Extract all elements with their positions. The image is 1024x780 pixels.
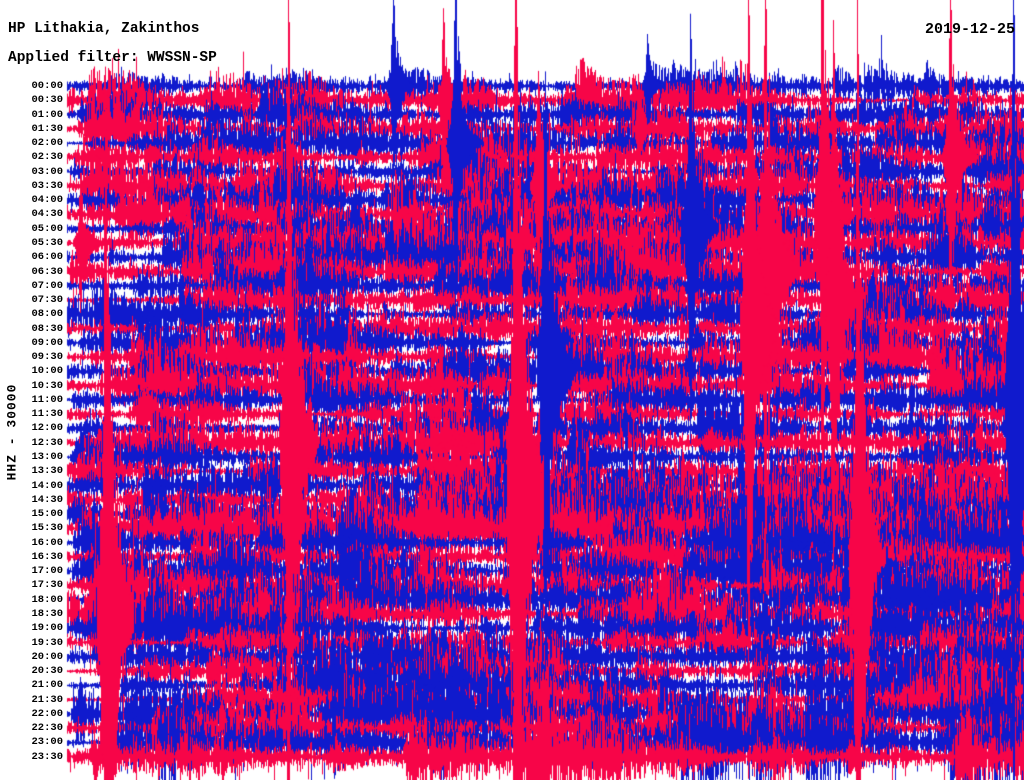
time-label: 01:00 [31,108,63,121]
time-label: 10:00 [31,365,63,378]
time-label: 04:30 [31,208,63,221]
time-label: 05:30 [31,236,63,249]
time-label: 21:30 [31,693,63,706]
time-label: 23:00 [31,736,63,749]
time-label: 12:30 [31,436,63,449]
filter-label: Applied filter: WWSSN-SP [8,50,217,66]
time-label: 07:00 [31,279,63,292]
time-axis: 00:00 00:30 01:00 01:30 02:00 02:30 03:00 03:30… [0,0,64,780]
time-label: 05:00 [31,222,63,235]
time-label: 04:00 [31,193,63,206]
time-label: 23:30 [31,750,63,763]
time-label: 02:00 [31,136,63,149]
time-label: 21:00 [31,679,63,692]
time-label: 18:00 [31,593,63,606]
time-label: 16:00 [31,536,63,549]
time-label: 11:30 [31,407,63,420]
time-label: 17:30 [31,579,63,592]
time-label: 22:00 [31,707,63,720]
time-label: 09:00 [31,336,63,349]
time-label: 17:00 [31,564,63,577]
time-label: 20:00 [31,650,63,663]
time-label: 20:30 [31,664,63,677]
time-label: 03:00 [31,165,63,178]
time-label: 03:30 [31,179,63,192]
time-label: 08:30 [31,322,63,335]
station-title: HP Lithakia, Zakinthos [8,21,200,37]
time-label: 06:30 [31,265,63,278]
date-label: 2019-12-25 [924,21,1015,38]
time-label: 13:30 [31,465,63,478]
time-label: 00:00 [31,79,63,92]
time-label: 19:00 [31,622,63,635]
time-label: 00:30 [31,94,63,107]
time-label: 08:00 [31,308,63,321]
time-label: 19:30 [31,636,63,649]
time-label: 10:30 [31,379,63,392]
time-label: 02:30 [31,151,63,164]
time-label: 11:00 [31,393,63,406]
time-label: 18:30 [31,607,63,620]
time-label: 22:30 [31,721,63,734]
time-label: 09:30 [31,350,63,363]
time-label: 12:00 [31,422,63,435]
time-label: 15:30 [31,522,63,535]
time-label: 07:30 [31,293,63,306]
time-label: 06:00 [31,250,63,263]
time-label: 15:00 [31,507,63,520]
time-label: 14:30 [31,493,63,506]
time-label: 13:00 [31,450,63,463]
time-label: 01:30 [31,122,63,135]
time-label: 16:30 [31,550,63,563]
time-label: 14:00 [31,479,63,492]
